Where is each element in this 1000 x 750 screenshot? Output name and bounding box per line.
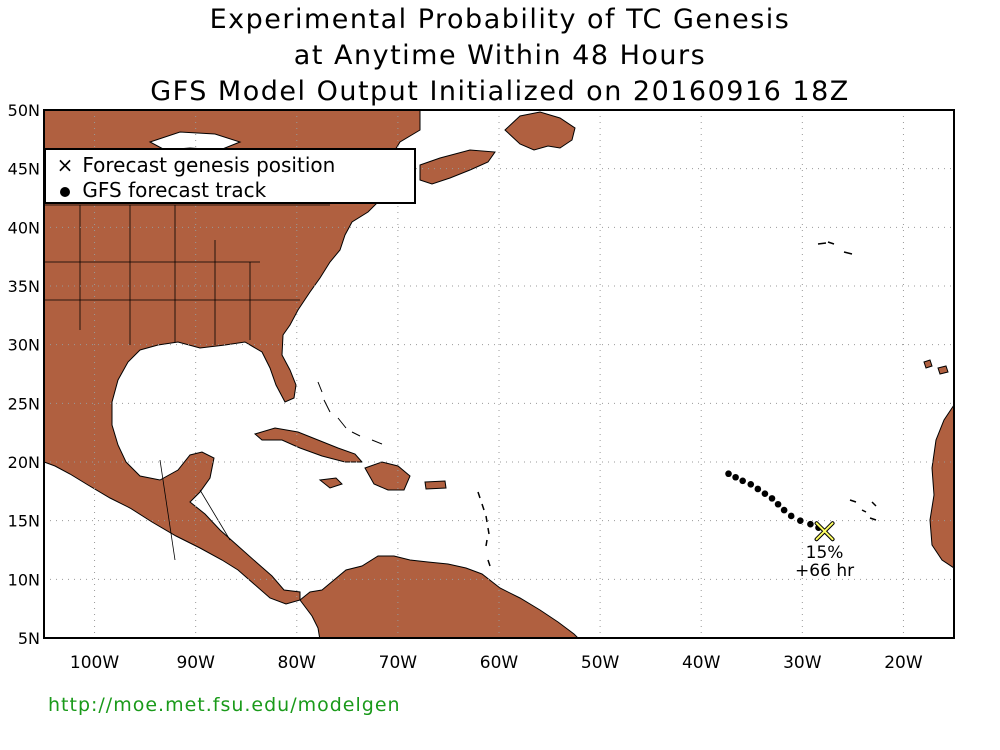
legend-track-label: GFS forecast track — [82, 178, 267, 202]
land-puerto-rico — [424, 480, 447, 490]
forecast-track — [725, 470, 822, 532]
x-mark-icon: × — [56, 153, 74, 177]
legend-item-genesis: × Forecast genesis position — [54, 152, 336, 178]
land-cape-verde — [849, 499, 877, 521]
land-nova-scotia — [419, 149, 496, 185]
lon-tick-label: 40W — [682, 653, 721, 673]
legend-genesis-label: Forecast genesis position — [82, 153, 336, 177]
lon-tick-label: 60W — [480, 653, 519, 673]
lon-tick-label: 90W — [176, 653, 215, 673]
lat-tick-label: 40N — [8, 218, 40, 237]
lon-tick-label: 20W — [884, 653, 923, 673]
genesis-marker — [814, 521, 835, 542]
track-point — [774, 500, 782, 508]
lon-tick-label: 30W — [783, 653, 822, 673]
genesis-lead-time-label: +66 hr — [795, 561, 854, 581]
lat-tick-label: 30N — [8, 336, 40, 355]
land-south-america — [299, 555, 579, 638]
lat-tick-label: 35N — [8, 277, 40, 296]
genesis-x-mark — [815, 522, 834, 541]
land-hispaniola — [364, 461, 411, 491]
track-point — [754, 485, 762, 493]
graticule — [44, 110, 954, 638]
lon-tick-label: 70W — [379, 653, 418, 673]
latitude-labels: 50N 45N 40N 35N 30N 25N 20N 15N 10N 5N — [8, 101, 40, 648]
dot-icon — [54, 177, 76, 203]
longitude-labels: 100W 90W 80W 70W 60W 50W 40W 30W 20W — [70, 653, 923, 673]
title-line-3: GFS Model Output Initialized on 20160916… — [150, 76, 850, 107]
track-point — [807, 520, 814, 528]
map-frame — [43, 109, 955, 639]
lat-tick-label: 15N — [8, 512, 40, 531]
track-point — [787, 512, 795, 520]
lon-tick-label: 50W — [581, 653, 620, 673]
land-west-africa — [929, 404, 954, 569]
lat-tick-label: 45N — [8, 160, 40, 179]
track-point — [747, 480, 755, 488]
track-point — [761, 490, 769, 497]
lat-tick-label: 25N — [8, 394, 40, 413]
lon-tick-label: 80W — [278, 653, 317, 673]
title-line-2: at Anytime Within 48 Hours — [293, 40, 707, 71]
land-canary-islands — [923, 359, 949, 375]
land-azores — [817, 241, 853, 255]
track-point — [780, 506, 788, 514]
track-point — [732, 473, 739, 481]
lon-tick-label: 100W — [70, 653, 119, 673]
legend: × Forecast genesis position GFS forecast… — [44, 148, 416, 204]
track-point — [768, 495, 776, 502]
land-bahamas — [317, 381, 383, 445]
source-url[interactable]: http://moe.met.fsu.edu/modelgen — [48, 694, 401, 716]
state-boundaries — [44, 204, 330, 561]
lat-tick-label: 20N — [8, 453, 40, 472]
lat-tick-label: 10N — [8, 570, 40, 589]
genesis-probability-label: 15% — [806, 543, 844, 563]
track-point — [739, 477, 746, 485]
legend-item-track: GFS forecast track — [54, 177, 266, 203]
track-point — [797, 517, 804, 524]
land-jamaica — [318, 477, 343, 489]
track-point — [725, 470, 732, 478]
land-lesser-antilles — [477, 491, 491, 567]
lat-tick-label: 50N — [8, 101, 40, 120]
land-north-america — [44, 110, 421, 605]
lat-tick-label: 5N — [18, 629, 40, 648]
land-newfoundland — [504, 111, 576, 151]
title-line-1: Experimental Probability of TC Genesis — [209, 4, 791, 35]
